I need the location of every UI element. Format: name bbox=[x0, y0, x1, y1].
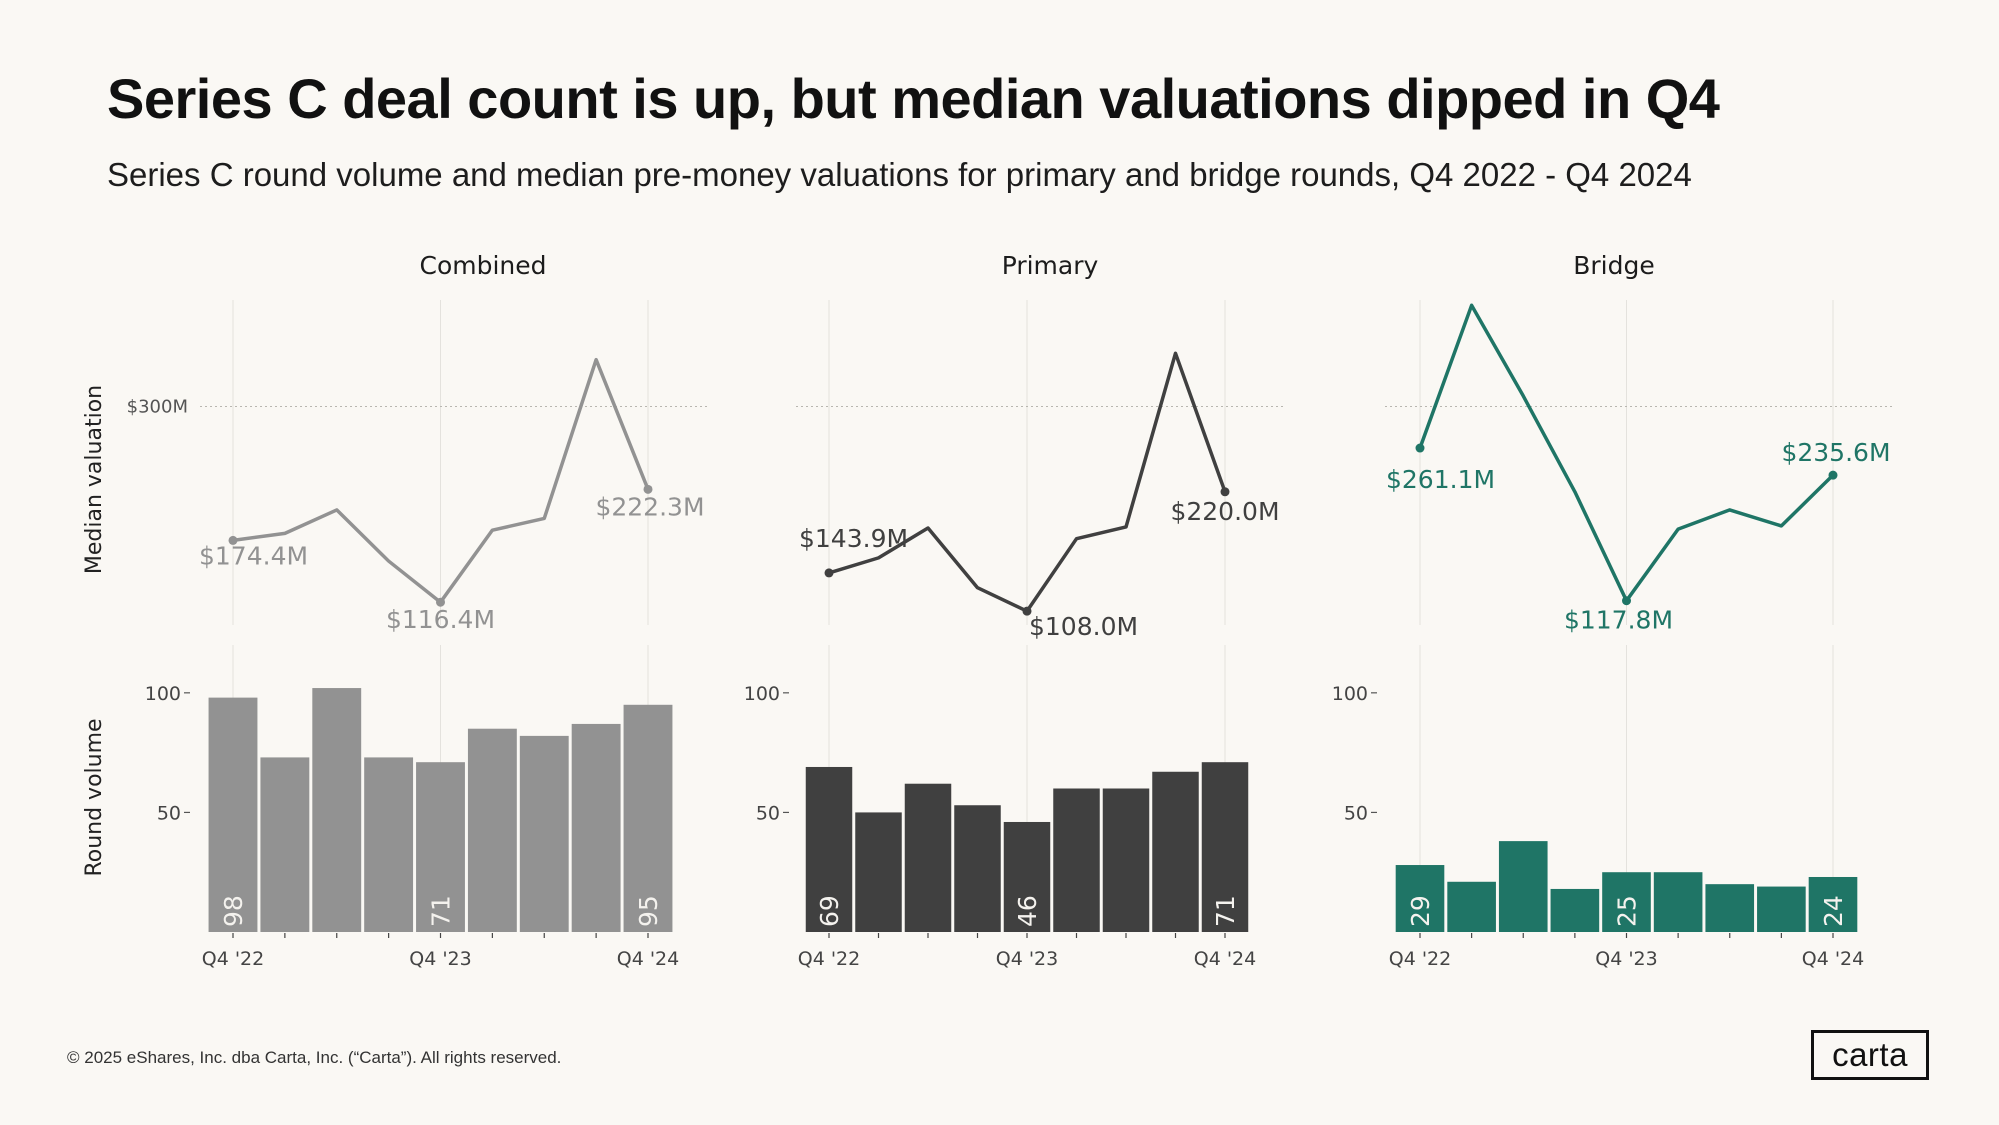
valuation-point-primary-8 bbox=[1220, 487, 1230, 497]
valuation-point-bridge-8 bbox=[1828, 470, 1838, 480]
bar-bridge-3 bbox=[1550, 888, 1600, 932]
row-label-round-volume: Round volume bbox=[82, 718, 107, 876]
panel-title-primary: Primary bbox=[1002, 251, 1099, 280]
x-tick-label: Q4 '24 bbox=[1194, 948, 1256, 970]
row-label-median-valuation: Median valuation bbox=[82, 385, 107, 574]
bar-primary-1 bbox=[855, 812, 902, 932]
bar-label-primary-4: 46 bbox=[1013, 895, 1042, 927]
valuation-label-bridge-0: $261.1M bbox=[1386, 465, 1495, 494]
bar-combined-0 bbox=[208, 697, 258, 932]
x-tick-label: Q4 '22 bbox=[202, 948, 264, 970]
valuation-point-primary-4 bbox=[1022, 606, 1032, 616]
bar-bridge-5 bbox=[1653, 872, 1703, 932]
bar-primary-2 bbox=[904, 783, 952, 932]
bar-combined-5 bbox=[467, 728, 517, 932]
valuation-point-combined-0 bbox=[228, 535, 238, 545]
bar-primary-0 bbox=[805, 766, 853, 932]
bar-primary-5 bbox=[1053, 788, 1100, 932]
carta-logo: carta bbox=[1811, 1030, 1929, 1080]
volume-tick-label: 100 bbox=[744, 683, 780, 705]
bar-primary-6 bbox=[1102, 788, 1150, 932]
bar-primary-3 bbox=[954, 805, 1001, 932]
bar-bridge-7 bbox=[1757, 886, 1806, 932]
valuation-point-combined-4 bbox=[436, 597, 445, 607]
volume-tick-label: 50 bbox=[1344, 802, 1368, 824]
bar-combined-7 bbox=[571, 723, 621, 932]
x-tick-label: Q4 '23 bbox=[409, 948, 471, 970]
valuation-point-combined-8 bbox=[643, 484, 653, 494]
chart-subtitle: Series C round volume and median pre-mon… bbox=[107, 156, 1692, 193]
valuation-label-primary-4: $108.0M bbox=[1029, 612, 1138, 641]
panel-title-bridge: Bridge bbox=[1573, 251, 1655, 280]
bar-bridge-1 bbox=[1447, 881, 1496, 932]
valuation-point-bridge-4 bbox=[1622, 596, 1631, 606]
panel-title-combined: Combined bbox=[419, 251, 546, 280]
bar-label-bridge-0: 29 bbox=[1406, 895, 1435, 927]
x-tick-label: Q4 '22 bbox=[798, 948, 860, 970]
chart-title: Series C deal count is up, but median va… bbox=[107, 67, 1720, 130]
volume-tick-label: 50 bbox=[756, 802, 780, 824]
bar-bridge-2 bbox=[1498, 841, 1548, 932]
bar-bridge-4 bbox=[1602, 872, 1651, 932]
volume-tick-label: 100 bbox=[1332, 683, 1368, 705]
x-tick-label: Q4 '22 bbox=[1389, 948, 1451, 970]
bar-bridge-6 bbox=[1705, 884, 1755, 932]
valuation-point-primary-0 bbox=[824, 568, 834, 578]
bar-combined-2 bbox=[312, 688, 362, 932]
bar-label-combined-8: 95 bbox=[634, 895, 663, 927]
x-tick-label: Q4 '24 bbox=[617, 948, 679, 970]
bar-combined-6 bbox=[519, 735, 569, 932]
bar-label-bridge-8: 24 bbox=[1819, 895, 1848, 927]
bar-label-combined-4: 71 bbox=[427, 895, 456, 927]
valuation-label-bridge-4: $117.8M bbox=[1564, 606, 1673, 635]
valuation-label-combined-8: $222.3M bbox=[595, 492, 704, 521]
valuation-tick-label: $300M bbox=[127, 397, 188, 418]
volume-tick-label: 100 bbox=[145, 683, 181, 705]
valuation-label-primary-8: $220.0M bbox=[1170, 497, 1279, 526]
x-tick-label: Q4 '23 bbox=[996, 948, 1058, 970]
bar-label-primary-8: 71 bbox=[1211, 895, 1240, 927]
valuation-label-combined-4: $116.4M bbox=[386, 605, 495, 634]
x-tick-label: Q4 '24 bbox=[1802, 948, 1864, 970]
bar-combined-1 bbox=[260, 757, 310, 932]
copyright-footer: © 2025 eShares, Inc. dba Carta, Inc. (“C… bbox=[67, 1048, 562, 1067]
valuation-label-combined-0: $174.4M bbox=[199, 541, 308, 570]
valuation-label-bridge-8: $235.6M bbox=[1781, 438, 1890, 467]
bar-combined-8 bbox=[623, 704, 673, 932]
bar-bridge-8 bbox=[1808, 876, 1858, 932]
bar-combined-4 bbox=[416, 762, 465, 932]
bar-label-bridge-4: 25 bbox=[1613, 895, 1642, 927]
bar-label-primary-0: 69 bbox=[815, 895, 844, 927]
bar-label-combined-0: 98 bbox=[219, 895, 248, 927]
bar-bridge-0 bbox=[1395, 865, 1445, 932]
x-tick-label: Q4 '23 bbox=[1595, 948, 1657, 970]
valuation-label-primary-0: $143.9M bbox=[799, 524, 908, 553]
bar-combined-3 bbox=[364, 757, 414, 932]
bar-primary-7 bbox=[1152, 771, 1199, 932]
bar-primary-4 bbox=[1003, 821, 1051, 932]
valuation-point-bridge-0 bbox=[1415, 443, 1425, 453]
bar-primary-8 bbox=[1201, 762, 1249, 932]
volume-tick-label: 50 bbox=[157, 802, 181, 824]
